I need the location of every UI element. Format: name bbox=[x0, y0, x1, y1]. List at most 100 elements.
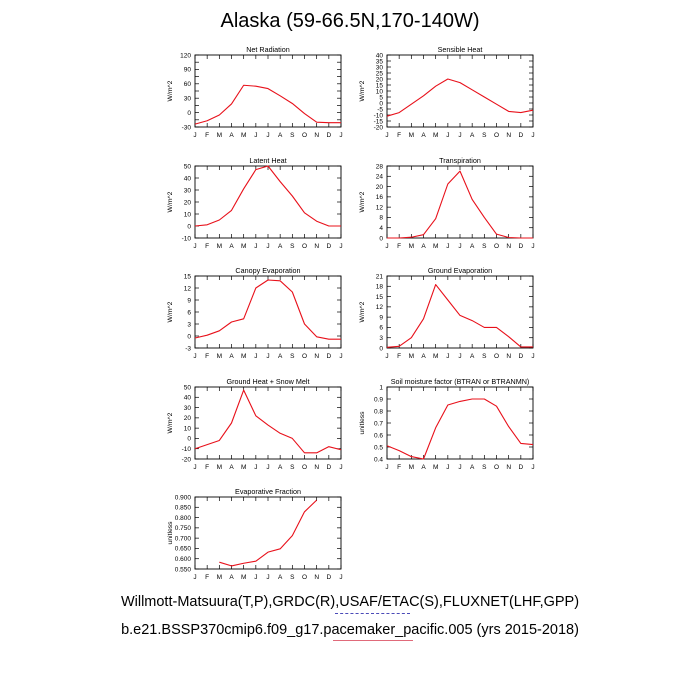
x-tick-label: M bbox=[433, 243, 438, 250]
x-tick-label: J bbox=[385, 353, 388, 360]
x-tick-label: J bbox=[254, 464, 257, 471]
x-tick-label: J bbox=[339, 132, 342, 139]
x-tick-label: O bbox=[302, 464, 307, 471]
x-tick-label: J bbox=[531, 132, 534, 139]
y-tick-label: 20 bbox=[376, 184, 384, 191]
y-tick-label: 120 bbox=[180, 52, 191, 59]
x-tick-label: A bbox=[229, 464, 234, 471]
y-tick-label: 28 bbox=[376, 163, 384, 170]
x-tick-label: S bbox=[290, 353, 295, 360]
x-tick-label: S bbox=[482, 132, 487, 139]
panel-title: Ground Evaporation bbox=[428, 266, 492, 275]
x-tick-label: J bbox=[339, 464, 342, 471]
y-tick-label: 0.5 bbox=[374, 444, 383, 451]
x-tick-label: O bbox=[302, 132, 307, 139]
x-tick-label: J bbox=[458, 353, 461, 360]
x-tick-label: A bbox=[421, 132, 426, 139]
x-tick-label: M bbox=[409, 464, 414, 471]
x-tick-label: A bbox=[278, 243, 283, 250]
y-axis-label: W/m^2 bbox=[167, 412, 174, 433]
x-tick-label: M bbox=[409, 132, 414, 139]
panel-title: Sensible Heat bbox=[438, 45, 483, 54]
y-tick-label: 0 bbox=[187, 436, 191, 443]
y-axis-label: W/m^2 bbox=[359, 80, 366, 101]
x-tick-label: N bbox=[314, 132, 319, 139]
y-tick-label: 0 bbox=[379, 100, 383, 107]
chart-panel-8: Soil moisture factor (BTRAN or BTRANMN) J… bbox=[359, 377, 535, 471]
x-tick-label: O bbox=[494, 243, 499, 250]
plot-frame bbox=[386, 386, 534, 460]
panel-title: Ground Heat + Snow Melt bbox=[227, 377, 310, 386]
x-tick-label: J bbox=[193, 464, 196, 471]
y-tick-label: 0.7 bbox=[374, 420, 383, 427]
y-axis-label: unitless bbox=[359, 411, 366, 435]
x-tick-label: S bbox=[482, 353, 487, 360]
x-tick-label: J bbox=[193, 353, 196, 360]
x-tick-label: J bbox=[254, 353, 257, 360]
x-tick-label: S bbox=[290, 132, 295, 139]
x-tick-label: M bbox=[241, 243, 246, 250]
x-tick-label: M bbox=[217, 243, 222, 250]
x-tick-label: D bbox=[518, 132, 523, 139]
x-tick-label: N bbox=[314, 574, 319, 581]
y-tick-label: 35 bbox=[376, 58, 384, 65]
y-tick-label: 5 bbox=[379, 94, 383, 101]
y-tick-label: 21 bbox=[376, 273, 384, 280]
x-tick-label: J bbox=[266, 574, 269, 581]
y-tick-label: 9 bbox=[379, 314, 383, 321]
panel-title: Latent Heat bbox=[249, 156, 286, 165]
y-axis-label: W/m^2 bbox=[359, 191, 366, 212]
panel-title: Transpiration bbox=[439, 156, 481, 165]
y-tick-label: 16 bbox=[376, 194, 384, 201]
panel-title: Canopy Evaporation bbox=[235, 266, 300, 275]
x-tick-label: A bbox=[229, 574, 234, 581]
y-tick-label: 4 bbox=[379, 225, 383, 232]
panel-title: Net Radiation bbox=[246, 45, 290, 54]
y-tick-label: 0 bbox=[187, 223, 191, 230]
y-tick-label: 0.8 bbox=[374, 408, 383, 415]
x-tick-label: J bbox=[385, 243, 388, 250]
x-tick-label: J bbox=[266, 132, 269, 139]
x-tick-label: M bbox=[241, 574, 246, 581]
x-tick-label: J bbox=[531, 243, 534, 250]
x-tick-label: J bbox=[193, 132, 196, 139]
x-tick-label: M bbox=[241, 353, 246, 360]
panel-title: Soil moisture factor (BTRAN or BTRANMN) bbox=[391, 377, 530, 386]
x-tick-label: M bbox=[433, 132, 438, 139]
x-tick-label: A bbox=[421, 243, 426, 250]
x-tick-label: N bbox=[506, 353, 511, 360]
y-tick-label: 15 bbox=[376, 82, 384, 89]
panel-title: Evaporative Fraction bbox=[235, 487, 301, 496]
y-tick-label: 50 bbox=[184, 163, 192, 170]
x-tick-label: J bbox=[266, 243, 269, 250]
x-tick-label: O bbox=[494, 132, 499, 139]
x-tick-label: A bbox=[278, 574, 283, 581]
plot-frame bbox=[194, 496, 342, 570]
x-tick-label: M bbox=[241, 132, 246, 139]
y-tick-label: -10 bbox=[182, 446, 192, 453]
plot-frame bbox=[194, 386, 342, 460]
y-tick-label: 8 bbox=[379, 215, 383, 222]
x-tick-label: F bbox=[397, 353, 401, 360]
x-tick-label: M bbox=[217, 353, 222, 360]
x-tick-label: S bbox=[482, 464, 487, 471]
y-tick-label: 30 bbox=[184, 96, 192, 103]
x-tick-label: J bbox=[385, 132, 388, 139]
y-tick-label: 15 bbox=[376, 294, 384, 301]
x-tick-label: N bbox=[314, 353, 319, 360]
y-tick-label: 0.850 bbox=[175, 505, 192, 512]
y-tick-label: -5 bbox=[377, 106, 383, 113]
x-tick-label: A bbox=[229, 132, 234, 139]
series-line bbox=[386, 398, 534, 460]
plot-frame bbox=[386, 54, 534, 128]
plot-frame bbox=[386, 275, 534, 349]
y-tick-label: 40 bbox=[376, 52, 384, 59]
y-tick-label: 50 bbox=[184, 384, 192, 391]
series-line bbox=[219, 499, 318, 567]
y-tick-label: 20 bbox=[376, 76, 384, 83]
x-tick-label: J bbox=[254, 243, 257, 250]
x-tick-label: M bbox=[409, 243, 414, 250]
y-axis-label: W/m^2 bbox=[167, 191, 174, 212]
